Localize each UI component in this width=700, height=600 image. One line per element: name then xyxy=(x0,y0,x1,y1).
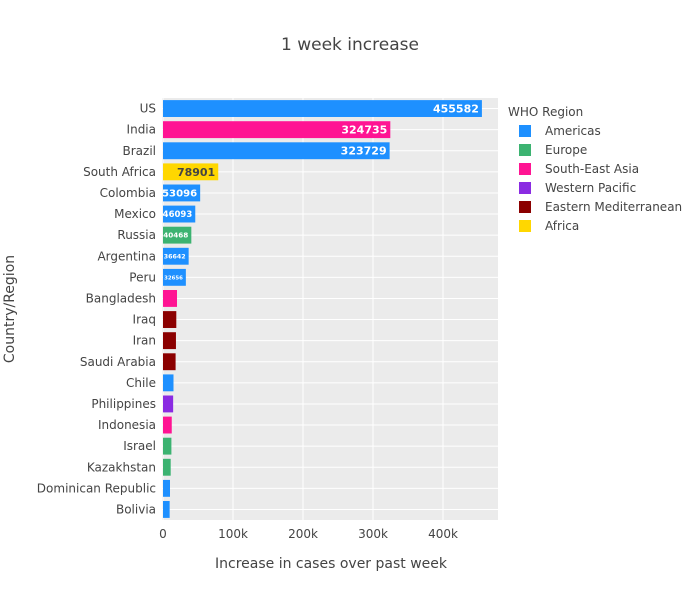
data-label: 53096 xyxy=(162,189,197,200)
data-label: 78901 xyxy=(177,166,215,179)
y-tick-label: US xyxy=(140,102,156,116)
bar-colombia xyxy=(163,184,201,202)
bar-south-africa xyxy=(163,163,219,181)
y-tick-label: Chile xyxy=(126,376,156,390)
y-tick-label: Iran xyxy=(133,334,156,348)
bar-bangladesh xyxy=(163,290,177,307)
legend-swatch xyxy=(519,163,531,175)
y-tick-label: Dominican Republic xyxy=(37,481,156,495)
y-tick-label: Argentina xyxy=(97,249,156,263)
x-tick-label: 100k xyxy=(218,527,248,541)
y-tick-label: Mexico xyxy=(114,207,156,221)
y-tick-label: Kazakhstan xyxy=(87,460,156,474)
y-tick-label: Peru xyxy=(129,270,156,284)
legend-swatch xyxy=(519,201,531,213)
legend-label: Americas xyxy=(545,124,601,138)
bar-kazakhstan xyxy=(163,458,171,476)
x-axis-title: Increase in cases over past week xyxy=(215,556,448,572)
bar-russia xyxy=(163,226,192,244)
legend-label: Africa xyxy=(545,219,579,233)
data-label: 40468 xyxy=(163,231,188,240)
y-tick-label: Colombia xyxy=(100,186,156,200)
data-label: 36642 xyxy=(164,254,186,261)
bar-israel xyxy=(163,437,172,455)
legend-label: Europe xyxy=(545,143,587,157)
legend-label: South-East Asia xyxy=(545,162,639,176)
bar-iraq xyxy=(163,311,177,328)
y-tick-labels: US India Brazil South Africa Colombia Mexico R… xyxy=(37,102,156,517)
legend: WHO Region Americas Europe South-East Asia… xyxy=(508,105,682,233)
bar-indonesia xyxy=(163,416,172,434)
legend-swatch xyxy=(519,182,531,194)
x-tick-label: 0 xyxy=(159,527,167,541)
bar-brazil xyxy=(163,142,390,160)
legend-swatch xyxy=(519,144,531,156)
data-label: 46093 xyxy=(163,210,193,220)
y-tick-label: Philippines xyxy=(91,397,156,411)
bar-dominican-republic xyxy=(163,479,170,497)
legend-label: Eastern Mediterranean xyxy=(545,200,682,214)
y-tick-label: India xyxy=(127,123,156,137)
data-label: 32656 xyxy=(164,275,183,281)
legend-title: WHO Region xyxy=(508,105,583,119)
bar-mexico xyxy=(163,205,196,223)
legend-swatch xyxy=(519,125,531,137)
bar-us xyxy=(163,100,482,117)
bar-chile xyxy=(163,374,174,392)
data-label: 323729 xyxy=(341,145,387,158)
x-tick-label: 300k xyxy=(358,527,388,541)
x-tick-label: 200k xyxy=(288,527,318,541)
y-tick-label: Bolivia xyxy=(116,502,156,516)
x-tick-label: 400k xyxy=(428,527,458,541)
legend-swatch xyxy=(519,220,531,232)
bar-peru xyxy=(163,268,186,286)
y-tick-label: South Africa xyxy=(83,165,156,179)
y-tick-label: Indonesia xyxy=(98,418,156,432)
y-tick-label: Saudi Arabia xyxy=(80,355,156,369)
y-tick-label: Bangladesh xyxy=(86,291,156,305)
y-axis-title: Country/Region xyxy=(2,255,18,363)
bars: 455582 324735 323729 78901 53096 46093 40468 36… xyxy=(162,100,482,518)
data-label: 324735 xyxy=(341,124,387,137)
bar-bolivia xyxy=(163,501,170,518)
bar-philippines xyxy=(163,395,174,413)
y-tick-label: Iraq xyxy=(133,313,156,327)
legend-label: Western Pacific xyxy=(545,181,636,195)
y-tick-label: Brazil xyxy=(123,144,157,158)
bar-saudi-arabia xyxy=(163,353,176,371)
y-tick-label: Russia xyxy=(117,228,156,242)
bar-india xyxy=(163,121,391,139)
data-label: 455582 xyxy=(433,103,479,116)
plot-area xyxy=(162,98,498,520)
bar-argentina xyxy=(163,247,189,265)
y-tick-label: Israel xyxy=(123,439,156,453)
bar-iran xyxy=(163,332,176,350)
chart-title: 1 week increase xyxy=(281,35,419,55)
x-tick-labels: 0 100k 200k 300k 400k xyxy=(159,527,458,541)
